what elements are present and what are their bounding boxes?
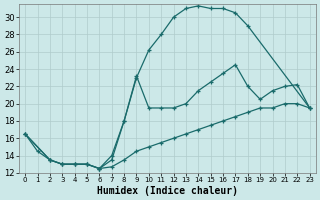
X-axis label: Humidex (Indice chaleur): Humidex (Indice chaleur) (97, 186, 238, 196)
